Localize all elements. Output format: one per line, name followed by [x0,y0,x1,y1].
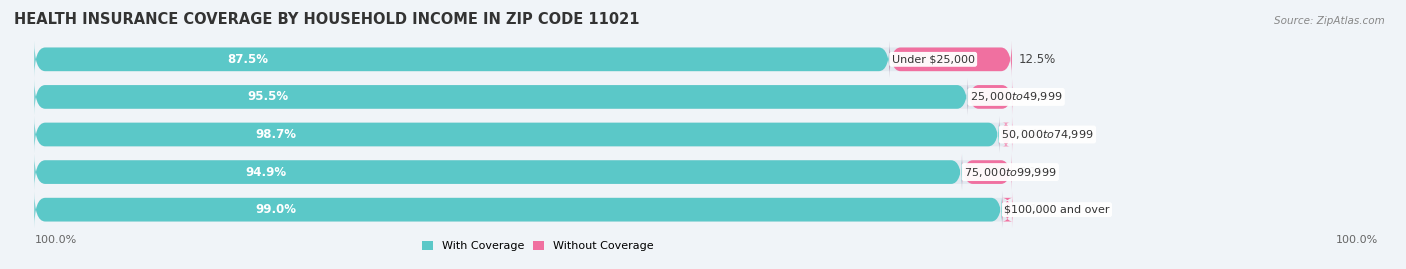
FancyBboxPatch shape [34,154,962,190]
FancyBboxPatch shape [962,154,1012,190]
FancyBboxPatch shape [967,79,1012,115]
FancyBboxPatch shape [34,41,890,77]
FancyBboxPatch shape [34,192,1012,228]
Text: $25,000 to $49,999: $25,000 to $49,999 [970,90,1063,103]
Text: 1.1%: 1.1% [1019,203,1049,216]
Text: 4.6%: 4.6% [1019,90,1049,103]
Text: 5.1%: 5.1% [1018,166,1049,179]
FancyBboxPatch shape [1002,192,1012,228]
FancyBboxPatch shape [34,79,967,115]
Text: 100.0%: 100.0% [1336,235,1378,245]
Text: 1.4%: 1.4% [1019,128,1049,141]
Text: 99.0%: 99.0% [256,203,297,216]
Text: 87.5%: 87.5% [228,53,269,66]
FancyBboxPatch shape [890,41,1012,77]
FancyBboxPatch shape [34,116,1012,153]
FancyBboxPatch shape [34,192,1002,228]
FancyBboxPatch shape [1000,116,1012,153]
FancyBboxPatch shape [34,79,1012,115]
Text: 100.0%: 100.0% [34,235,77,245]
Text: 94.9%: 94.9% [246,166,287,179]
FancyBboxPatch shape [34,41,1012,77]
Text: 12.5%: 12.5% [1018,53,1056,66]
FancyBboxPatch shape [34,116,1000,153]
Text: $75,000 to $99,999: $75,000 to $99,999 [965,166,1056,179]
Text: HEALTH INSURANCE COVERAGE BY HOUSEHOLD INCOME IN ZIP CODE 11021: HEALTH INSURANCE COVERAGE BY HOUSEHOLD I… [14,12,640,27]
Text: $50,000 to $74,999: $50,000 to $74,999 [1001,128,1094,141]
FancyBboxPatch shape [34,154,1012,190]
Text: 95.5%: 95.5% [247,90,288,103]
Text: Under $25,000: Under $25,000 [891,54,974,64]
Text: $100,000 and over: $100,000 and over [1004,205,1109,215]
Legend: With Coverage, Without Coverage: With Coverage, Without Coverage [418,236,658,256]
Text: 98.7%: 98.7% [254,128,297,141]
Text: Source: ZipAtlas.com: Source: ZipAtlas.com [1274,16,1385,26]
